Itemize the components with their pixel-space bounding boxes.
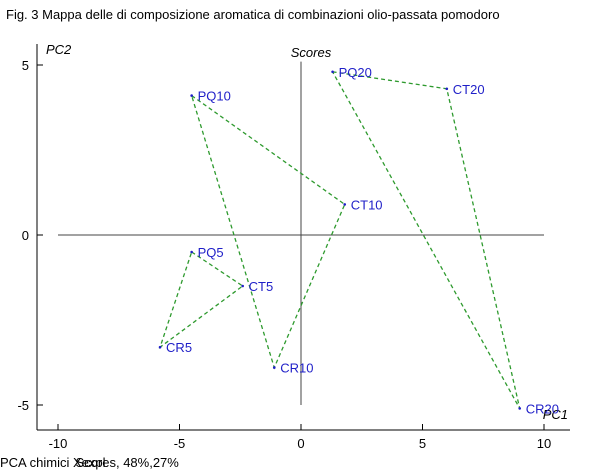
x-tick-label: 0 <box>297 436 304 451</box>
point-label-pq20: PQ20 <box>339 65 372 80</box>
point-label-cr10: CR10 <box>280 361 313 376</box>
triangle-20 <box>331 70 521 409</box>
x-tick-label: 10 <box>537 436 551 451</box>
x-tick-label: 5 <box>419 436 426 451</box>
zero-axes <box>58 61 544 405</box>
point-label-cr5: CR5 <box>166 340 192 355</box>
point-pq20 <box>331 70 334 74</box>
plot-frame <box>36 44 570 431</box>
plot-title: Scores <box>291 45 332 60</box>
point-ct5 <box>241 284 244 288</box>
y-axis-label: PC2 <box>46 42 72 57</box>
labels-layer: PQ20 CT20 PQ10 CT10 PQ5 CT5 CR5 CR10 CR20 <box>166 65 559 417</box>
y-tick-label: 5 <box>22 58 29 73</box>
tick-layer: -10 -5 0 5 10 -5 0 5 PC2 PC1 Scores <box>17 42 568 451</box>
footer-text-2: Xexpl <box>72 455 106 470</box>
footer-text-1: PCA chimici <box>0 455 70 470</box>
triangle-10 <box>190 93 346 370</box>
point-ct10 <box>343 203 347 206</box>
point-label-ct20: CT20 <box>453 82 485 97</box>
point-label-pq5: PQ5 <box>198 245 224 260</box>
x-tick-label: -10 <box>49 436 68 451</box>
x-tick-label: -5 <box>174 436 186 451</box>
point-label-pq10: PQ10 <box>198 89 231 104</box>
point-ct20 <box>445 87 449 91</box>
point-cr5 <box>158 345 162 349</box>
triangle-layer <box>158 70 521 409</box>
footer-caption: PCA chimici XexplScores, 48%,27% <box>0 455 179 470</box>
point-label-ct10: CT10 <box>351 197 383 212</box>
point-cr20 <box>518 407 521 410</box>
figure-title: Fig. 3 Mappa delle di composizione aroma… <box>6 7 500 22</box>
points-layer <box>158 70 521 410</box>
point-pq10 <box>190 94 193 97</box>
point-pq5 <box>190 250 193 254</box>
triangle-5 <box>158 250 244 349</box>
y-tick-label: -5 <box>17 398 29 413</box>
point-label-ct5: CT5 <box>249 279 274 294</box>
x-axis-label: PC1 <box>543 407 568 422</box>
point-cr10 <box>272 366 276 369</box>
point-label-cr20: CR20 <box>526 401 559 416</box>
footer-text-3: Scores, 48%,27% <box>75 455 179 470</box>
y-tick-label: 0 <box>22 228 29 243</box>
